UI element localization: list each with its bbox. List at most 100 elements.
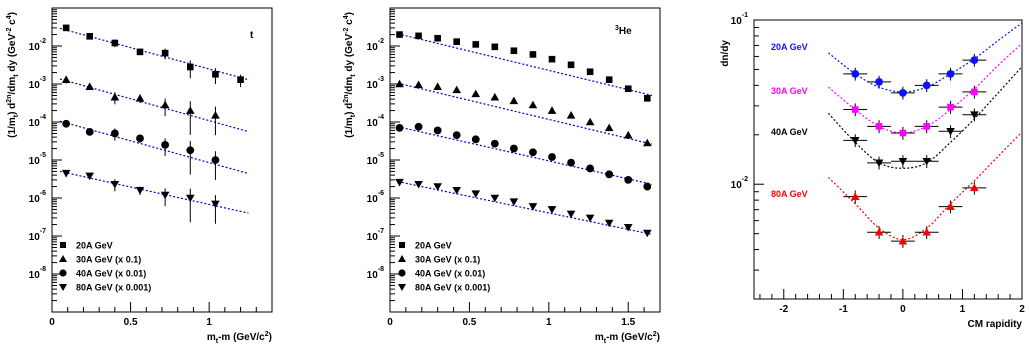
legend-marker	[59, 284, 67, 291]
data-point	[548, 153, 556, 161]
x-tick-label: -2	[779, 304, 788, 315]
data-point	[433, 183, 442, 191]
marker	[548, 55, 556, 63]
panel-title: 3He	[615, 25, 632, 37]
x-tick-label: 1	[960, 304, 966, 315]
data-point	[548, 55, 556, 63]
data-point	[452, 85, 462, 94]
plot-frame	[753, 19, 1023, 300]
plot-frame	[389, 7, 661, 313]
data-point	[396, 31, 403, 38]
marker	[211, 111, 220, 119]
x-tick-label: 1	[546, 317, 552, 328]
marker	[86, 32, 94, 40]
marker	[414, 122, 423, 131]
legend-marker	[60, 242, 66, 248]
marker	[547, 106, 557, 114]
data-point	[415, 32, 422, 40]
data-point	[185, 101, 195, 135]
data-point	[890, 235, 915, 248]
data-point	[962, 85, 987, 99]
data-point	[186, 140, 195, 175]
marker	[471, 89, 481, 98]
marker	[452, 186, 462, 195]
chart-panel-3: 10-1 10-2 -2 -1 0 1 2 CM rapidity dn/dy 20A GeV 30…	[720, 12, 1025, 330]
data-point	[110, 128, 119, 141]
x-tick-label: -1	[839, 304, 848, 315]
marker	[161, 49, 169, 57]
legend-marker	[398, 284, 406, 291]
data-point	[962, 181, 987, 195]
data-point	[567, 158, 575, 167]
data-point	[110, 92, 120, 105]
marker	[604, 219, 614, 228]
legend-label: 30A GeV (x 0.1)	[415, 255, 480, 265]
y-tick-label: 10-5	[29, 152, 46, 167]
marker	[970, 111, 979, 120]
marker	[61, 169, 71, 178]
x-tick-label: 0	[49, 317, 55, 328]
marker	[528, 100, 538, 109]
marker	[875, 123, 883, 130]
data-point	[843, 134, 868, 148]
marker	[186, 63, 194, 71]
marker	[395, 79, 404, 88]
data-point	[529, 51, 537, 58]
legend-label: 30A GeV	[771, 86, 808, 96]
legend-marker	[398, 269, 406, 277]
marker	[186, 146, 195, 155]
marker	[452, 131, 461, 140]
data-point	[604, 219, 614, 228]
y-tick-label: 10-2	[29, 38, 46, 53]
marker	[212, 70, 219, 78]
marker	[970, 56, 979, 64]
legend-marker	[399, 242, 405, 248]
marker	[211, 200, 220, 209]
data-point	[62, 24, 70, 32]
data-point	[867, 120, 891, 134]
marker	[566, 111, 576, 119]
data-point	[395, 79, 404, 88]
data-point	[938, 125, 963, 139]
marker	[472, 41, 480, 48]
data-point	[528, 203, 538, 211]
marker	[643, 95, 651, 102]
data-point	[547, 206, 557, 214]
data-point	[510, 47, 518, 55]
data-point	[566, 111, 576, 119]
data-point	[585, 214, 595, 223]
fit-curve-4	[828, 131, 1023, 241]
y-tick-label: 10-8	[29, 266, 46, 281]
y-tick-label: 10-3	[367, 76, 384, 91]
marker	[642, 229, 652, 238]
marker	[605, 170, 614, 179]
marker	[160, 191, 170, 200]
marker	[642, 138, 652, 147]
data-point	[566, 210, 576, 219]
marker	[899, 129, 907, 137]
marker	[471, 190, 481, 198]
marker	[898, 236, 908, 245]
marker	[970, 183, 979, 192]
data-point	[528, 100, 538, 109]
marker	[586, 68, 594, 76]
legend-label: 20A GeV	[771, 42, 808, 52]
data-point	[643, 95, 651, 102]
data-point	[490, 194, 500, 203]
data-point	[624, 175, 633, 184]
y-tick-label: 10-5	[367, 152, 384, 167]
data-point	[547, 106, 557, 114]
x-tick-label: 1.5	[621, 317, 635, 328]
marker	[110, 92, 120, 101]
legend-label: 80A GeV (x 0.001)	[415, 283, 490, 293]
marker	[529, 51, 537, 58]
marker	[490, 92, 500, 101]
marker	[547, 206, 557, 214]
marker	[898, 88, 907, 97]
marker	[528, 203, 538, 211]
data-point	[110, 179, 120, 192]
data-point	[434, 34, 441, 42]
data-point	[111, 39, 119, 48]
data-point	[472, 41, 480, 48]
marker	[433, 126, 442, 135]
